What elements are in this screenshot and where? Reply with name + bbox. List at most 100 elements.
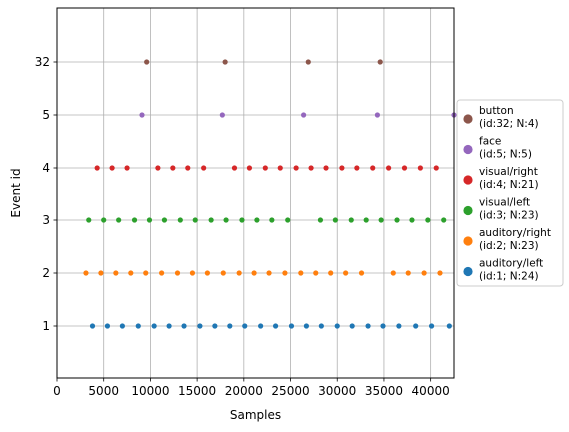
event-point (131, 217, 138, 223)
y-tick-label: 2 (42, 266, 50, 280)
event-point (396, 323, 402, 329)
event-point (192, 217, 198, 223)
y-tick-label: 32 (35, 55, 50, 69)
event-point (317, 217, 324, 223)
event-point (313, 270, 319, 276)
event-point (332, 217, 338, 223)
x-tick-label: 10000 (131, 384, 169, 398)
event-point (139, 112, 145, 118)
event-point (394, 217, 400, 223)
event-point (124, 165, 130, 171)
event-point (251, 270, 257, 276)
event-point (318, 323, 324, 329)
legend-label: (id:3; N:23) (479, 210, 539, 222)
event-point (405, 270, 411, 276)
event-point (386, 165, 392, 171)
event-point (358, 270, 365, 276)
event-point (437, 270, 443, 276)
event-point (433, 165, 439, 171)
event-point (119, 323, 125, 329)
legend-label: auditory/right (479, 227, 551, 239)
event-point (409, 217, 415, 223)
event-point (201, 165, 207, 171)
event-point (363, 217, 369, 223)
event-point (86, 217, 92, 223)
legend-marker (463, 114, 473, 124)
x-tick-label: 25000 (271, 384, 309, 398)
x-tick-label: 35000 (365, 384, 403, 398)
event-point (146, 217, 153, 223)
y-tick-label: 4 (42, 161, 50, 175)
event-point (288, 323, 295, 329)
event-point (343, 270, 349, 276)
event-point (104, 323, 111, 329)
legend-label: (id:2; N:23) (479, 240, 539, 252)
event-point (262, 165, 268, 171)
y-tick-label: 1 (42, 319, 50, 333)
legend-marker (463, 205, 473, 216)
event-point (365, 323, 371, 329)
event-point (101, 217, 107, 223)
event-point (377, 59, 383, 65)
event-point (277, 165, 283, 171)
data-points (83, 59, 457, 329)
event-point (155, 165, 161, 171)
event-point (227, 323, 233, 329)
legend-label: (id:4; N:21) (479, 179, 539, 191)
event-point (242, 323, 248, 329)
event-point (348, 217, 354, 223)
event-point (328, 270, 334, 276)
event-point (401, 165, 408, 171)
event-point (204, 270, 210, 276)
legend-marker (463, 266, 473, 277)
event-point (222, 59, 228, 65)
event-point (181, 323, 187, 329)
event-point (428, 323, 435, 329)
legend-label: button (479, 105, 514, 117)
legend-label: auditory/left (479, 258, 543, 270)
legend-label: (id:1; N:24) (479, 271, 539, 283)
event-point (135, 323, 141, 329)
axis-ticks: 0 5000 10000 15000 20000 25000 30000 35000 40000… (35, 55, 450, 398)
legend-label: face (479, 136, 501, 148)
plot-frame (56, 7, 455, 379)
event-point (151, 323, 157, 329)
event-point (220, 270, 226, 276)
event-point (189, 270, 196, 276)
event-point (298, 270, 304, 276)
event-point (219, 112, 225, 118)
event-point (390, 270, 396, 276)
legend-marker (463, 144, 473, 155)
event-point (170, 165, 176, 171)
event-point (116, 217, 122, 223)
x-axis-label: Samples (230, 408, 281, 422)
x-tick-label: 30000 (318, 384, 356, 398)
event-point (246, 165, 253, 171)
event-point (354, 165, 360, 171)
event-point (425, 217, 431, 223)
event-point (143, 270, 149, 276)
event-point (339, 165, 345, 171)
event-point (177, 217, 183, 223)
event-point (258, 323, 264, 329)
event-point (441, 217, 447, 223)
event-point (239, 217, 245, 223)
x-tick-label: 40000 (412, 384, 450, 398)
event-point (83, 270, 89, 276)
event-point (349, 323, 355, 329)
x-tick-label: 20000 (225, 384, 263, 398)
event-point (89, 323, 96, 329)
event-point (417, 165, 423, 171)
legend-label: visual/left (479, 197, 530, 209)
legend-marker (463, 236, 473, 246)
legend-box (456, 99, 564, 287)
event-point (303, 323, 310, 329)
event-point (174, 270, 181, 276)
event-point (254, 217, 260, 223)
event-point (272, 323, 279, 329)
x-tick-label: 15000 (178, 384, 216, 398)
event-point (236, 270, 242, 276)
event-point (166, 323, 172, 329)
event-point (266, 270, 272, 276)
